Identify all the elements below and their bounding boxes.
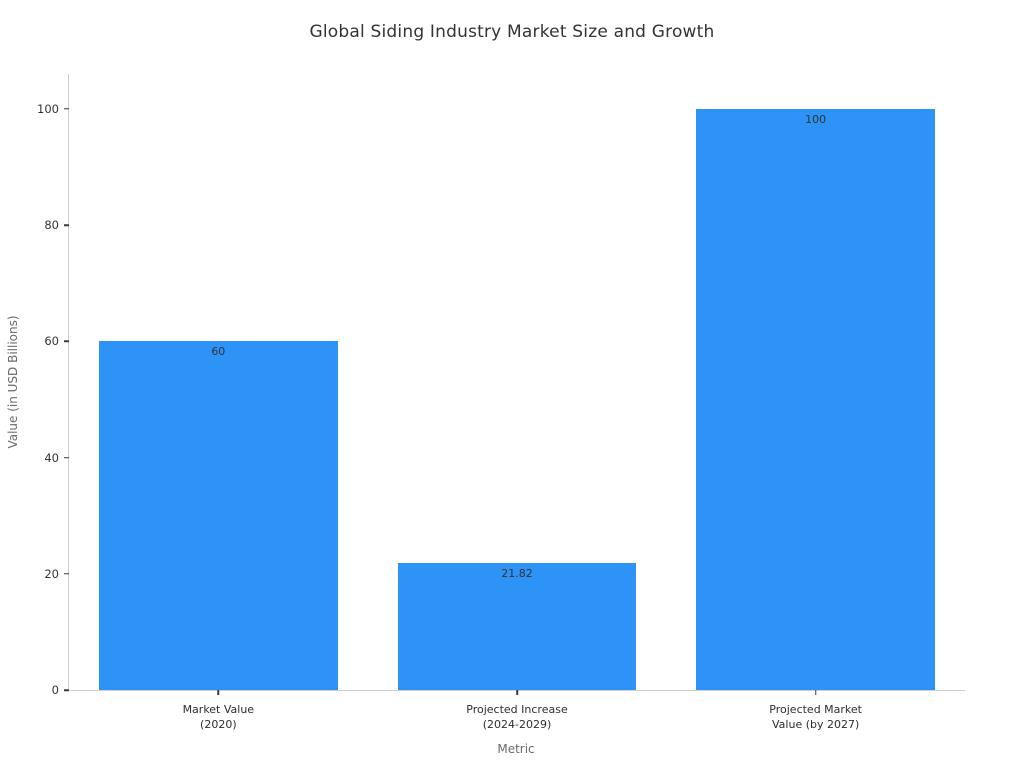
bar-value-label: 21.82	[501, 567, 533, 581]
y-tick-mark	[64, 224, 69, 226]
y-tick-label: 0	[51, 683, 59, 697]
bar-1	[98, 341, 338, 690]
y-tick-mark	[64, 108, 69, 110]
y-tick-label: 80	[44, 218, 59, 233]
x-tick-label-line: (2024-2029)	[482, 718, 552, 731]
bar-value-label: 60	[211, 345, 226, 359]
x-tick-label-line: Projected Market	[769, 703, 862, 716]
x-tick-label: Projected Increase (2024-2029)	[397, 702, 637, 732]
x-tick-mark	[217, 690, 220, 695]
plot-area: 0 20 40 60 80 100 60 Market Value (2020) 21.82 Pro…	[37, 74, 965, 731]
bar-value-label: 100	[805, 112, 827, 126]
x-tick-label-line: Value (by 2027)	[772, 718, 860, 731]
x-axis-label: Metric	[497, 742, 535, 756]
x-tick-label-line: (2020)	[200, 718, 237, 731]
y-tick-mark	[64, 340, 69, 343]
y-tick-mark	[64, 573, 69, 575]
bar-3	[696, 108, 936, 690]
bar-2	[397, 563, 637, 690]
chart-title: Global Siding Industry Market Size and G…	[309, 22, 715, 42]
x-tick-mark	[814, 690, 817, 695]
x-tick-mark	[516, 690, 518, 695]
x-tick-label: Projected Market Value (by 2027)	[696, 702, 936, 732]
y-tick-label: 100	[37, 101, 59, 116]
y-tick-label: 20	[44, 566, 59, 581]
y-tick-mark	[64, 456, 69, 459]
y-tick-mark	[64, 689, 69, 691]
x-tick-label: Market Value (2020)	[98, 702, 338, 732]
x-tick-label-line: Projected Increase	[466, 703, 568, 716]
y-tick-label: 40	[44, 450, 59, 465]
y-tick-label: 60	[44, 334, 59, 349]
x-tick-label-line: Market Value	[182, 703, 255, 716]
